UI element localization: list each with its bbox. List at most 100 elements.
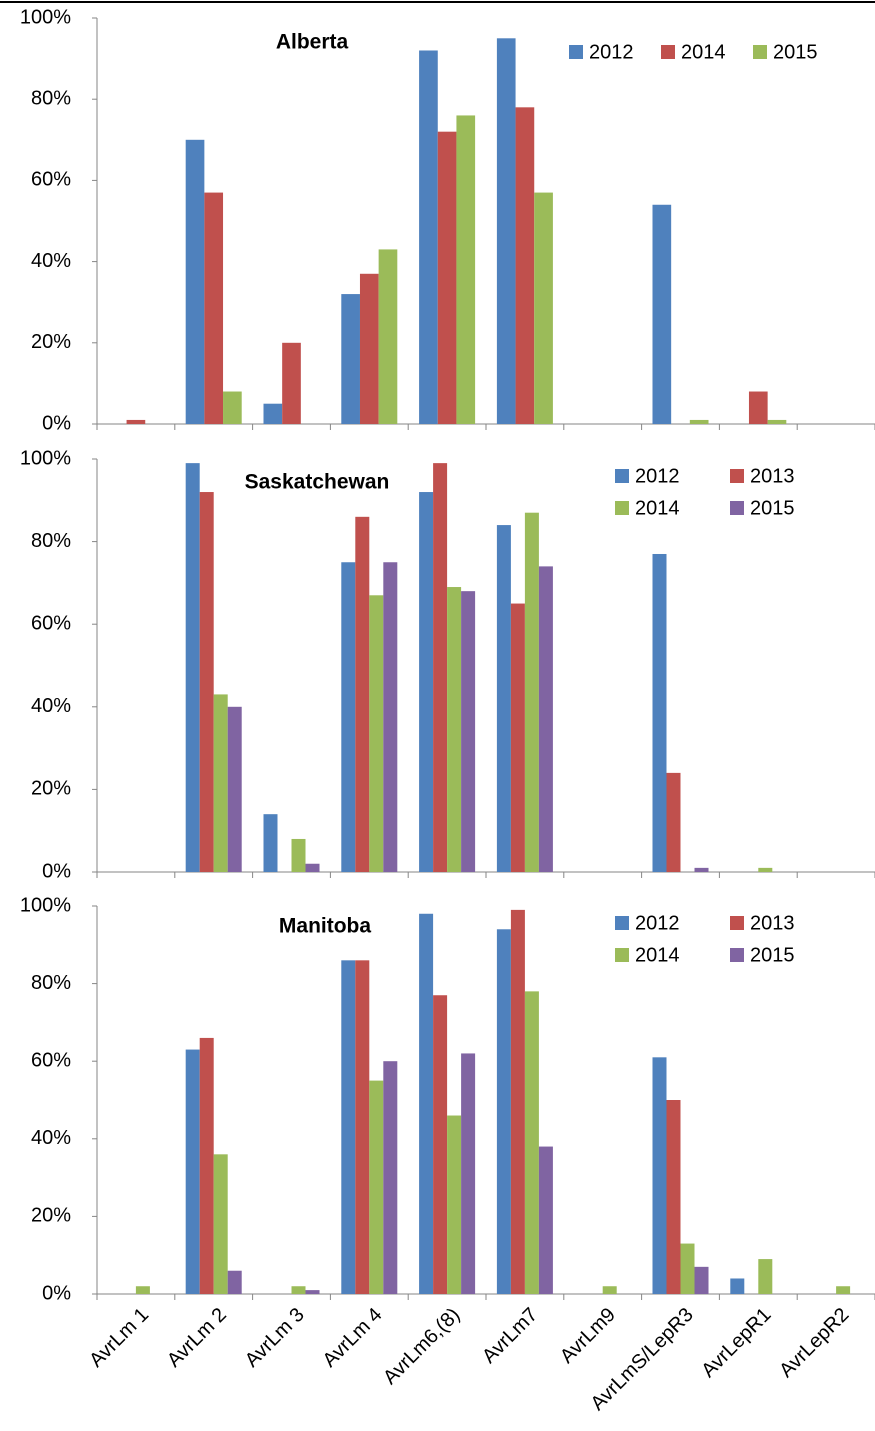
legend-swatch [730, 501, 744, 515]
bar [666, 772, 681, 872]
bar [227, 706, 242, 872]
bar [199, 1037, 214, 1294]
bar [461, 1053, 476, 1294]
bar [538, 1146, 553, 1294]
legend-swatch [615, 469, 629, 483]
title: Manitoba [279, 915, 371, 938]
x-tick-label: AvrLm 4 [319, 1304, 387, 1372]
bar [447, 587, 462, 872]
bar [524, 512, 539, 872]
bar [282, 342, 301, 424]
bar [341, 960, 356, 1294]
bar [652, 553, 667, 872]
y-tick-label: 40% [31, 1127, 71, 1149]
bar [602, 1286, 617, 1294]
bar [767, 419, 787, 424]
y-tick-label: 60% [31, 169, 71, 191]
legend-swatch [753, 45, 767, 59]
title: Saskatchewan [245, 471, 390, 494]
bar [433, 995, 448, 1294]
y-tick-label: 20% [31, 331, 71, 353]
legend-swatch [569, 45, 583, 59]
bar [135, 1286, 150, 1294]
y-tick-label: 40% [31, 250, 71, 272]
bar [433, 463, 448, 872]
legend-label: 2014 [635, 944, 680, 966]
bar [836, 1286, 851, 1294]
legend-swatch [615, 501, 629, 515]
x-tick-label: AvrLepR2 [775, 1304, 853, 1382]
bar [359, 273, 379, 424]
bar [369, 595, 384, 872]
bar [456, 115, 476, 424]
legend-swatch [730, 916, 744, 930]
y-tick-label: 100% [20, 447, 71, 469]
bar [355, 960, 370, 1294]
x-tick-label: AvrLm 1 [85, 1304, 153, 1372]
bar [437, 131, 457, 424]
bar [524, 991, 539, 1294]
legend-label: 2015 [750, 497, 795, 519]
y-tick-label: 100% [20, 894, 71, 916]
legend-label: 2014 [635, 497, 680, 519]
y-tick-label: 20% [31, 778, 71, 800]
bar [305, 1290, 320, 1294]
x-tick-label: AvrLm7 [478, 1304, 542, 1368]
bar [689, 419, 709, 424]
bar [126, 419, 146, 424]
legend-swatch [730, 469, 744, 483]
bar [263, 814, 278, 872]
bar [305, 863, 320, 872]
bar [758, 867, 773, 872]
x-tick-label: AvrLm9 [556, 1304, 620, 1368]
bar [341, 562, 356, 872]
bar [758, 1259, 773, 1294]
legend-label: 2013 [750, 912, 795, 934]
bar [213, 694, 228, 872]
bar [447, 1115, 462, 1294]
bar [185, 1049, 200, 1294]
bar [378, 249, 398, 424]
y-tick-label: 80% [31, 87, 71, 109]
bar [263, 403, 283, 424]
x-tick-label: AvrLm6,(8) [379, 1304, 464, 1389]
y-tick-label: 80% [31, 530, 71, 552]
bar [496, 525, 511, 872]
bar [694, 867, 709, 872]
bar [510, 603, 525, 872]
bar [652, 1057, 667, 1294]
y-tick-label: 20% [31, 1205, 71, 1227]
legend-swatch [661, 45, 675, 59]
bar [748, 391, 768, 424]
bar [185, 463, 200, 872]
bar [419, 50, 438, 424]
y-tick-label: 40% [31, 695, 71, 717]
bar [730, 1278, 745, 1294]
bar [666, 1100, 681, 1294]
y-tick-label: 0% [42, 412, 71, 434]
bar [185, 139, 205, 425]
bar [419, 913, 434, 1294]
bar [227, 1270, 242, 1294]
bar [199, 492, 214, 872]
bar [461, 591, 476, 872]
bar [419, 492, 434, 872]
y-tick-label: 0% [42, 860, 71, 882]
bar [355, 516, 370, 872]
bar [496, 929, 511, 1294]
bar [383, 1061, 398, 1294]
legend-label: 2012 [635, 912, 680, 934]
bar [652, 204, 672, 424]
bar [291, 1286, 306, 1294]
bar [496, 38, 516, 425]
legend-swatch [615, 948, 629, 962]
legend-label: 2015 [773, 41, 818, 63]
legend-label: 2015 [750, 944, 795, 966]
y-tick-label: 0% [42, 1282, 71, 1304]
bar [510, 909, 525, 1294]
x-tick-label: AvrLepR1 [697, 1304, 775, 1382]
bar [534, 192, 553, 424]
bar [223, 391, 242, 424]
bar [213, 1154, 228, 1294]
